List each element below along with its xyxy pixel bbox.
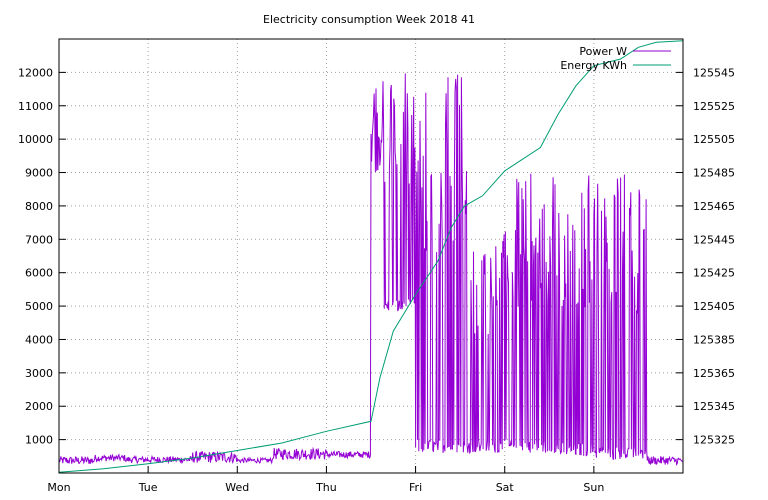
y-right-tick-label: 125505 [693, 133, 735, 146]
y-right-tick-label: 125525 [693, 100, 735, 113]
power-line [58, 73, 683, 466]
x-tick-label: Sun [583, 481, 604, 494]
x-axis: Mon Tue Wed Thu Fri Sat Sun [47, 466, 604, 494]
energy-line [58, 40, 684, 473]
x-tick-label: Sat [496, 481, 515, 494]
y-right-tick-label: 125325 [693, 434, 735, 447]
y-left-tick-label: 6000 [25, 267, 53, 280]
y-right-tick-label: 125345 [693, 400, 735, 413]
y-right-tick-label: 125465 [693, 200, 735, 213]
x-tick-label: Thu [315, 481, 337, 494]
y-right-tick-label: 125425 [693, 267, 735, 280]
y-left-tick-label: 12000 [18, 66, 53, 79]
legend-label-energy: Energy KWh [560, 59, 627, 72]
y-left-tick-label: 2000 [25, 400, 53, 413]
x-tick-label: Mon [47, 481, 70, 494]
power-series [58, 73, 683, 466]
y-right-axis: 125325 125345 125365 125385 125405 125425 1254… [676, 66, 735, 447]
y-right-tick-label: 125485 [693, 167, 735, 180]
y-right-tick-label: 125445 [693, 233, 735, 246]
x-tick-label: Wed [225, 481, 249, 494]
y-left-tick-label: 5000 [25, 300, 53, 313]
y-left-tick-label: 9000 [25, 167, 53, 180]
y-left-tick-label: 11000 [18, 100, 53, 113]
y-right-tick-label: 125365 [693, 367, 735, 380]
y-left-tick-label: 3000 [25, 367, 53, 380]
y-left-tick-label: 8000 [25, 200, 53, 213]
plot-frame [58, 38, 684, 474]
y-left-tick-label: 4000 [25, 333, 53, 346]
y-right-tick-label: 125405 [693, 300, 735, 313]
x-tick-label: Tue [138, 481, 158, 494]
y-left-tick-label: 7000 [25, 233, 53, 246]
legend: Power W Energy KWh [560, 45, 671, 72]
y-right-tick-label: 125385 [693, 333, 735, 346]
legend-label-power: Power W [579, 45, 627, 58]
y-left-axis: 1000 2000 3000 4000 5000 6000 7000 8000 9000 1000… [18, 66, 66, 447]
energy-series [58, 40, 684, 473]
y-left-tick-label: 1000 [25, 434, 53, 447]
y-right-tick-label: 125545 [693, 66, 735, 79]
x-tick-label: Fri [409, 481, 422, 494]
y-left-tick-label: 10000 [18, 133, 53, 146]
chart-title: Electricity consumption Week 2018 41 [263, 13, 475, 26]
